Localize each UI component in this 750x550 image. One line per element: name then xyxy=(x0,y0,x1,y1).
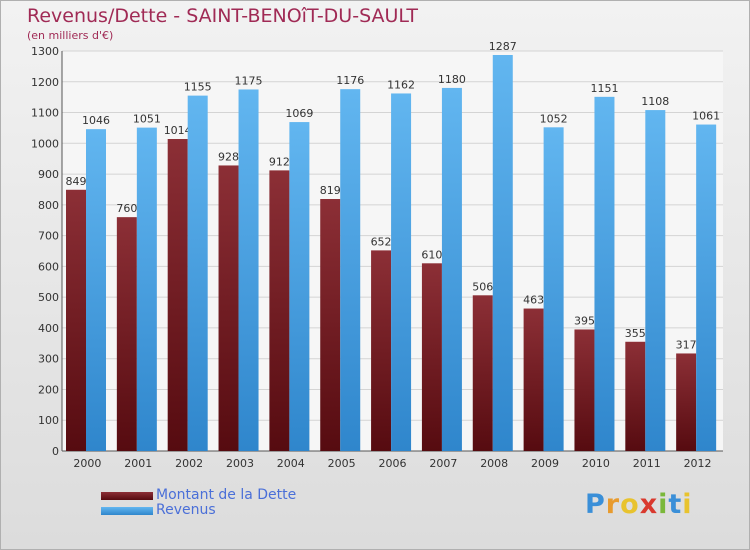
y-tick-label-1000: 1000 xyxy=(31,137,59,150)
y-tick-label-300: 300 xyxy=(38,353,59,366)
legend-swatch-revenus xyxy=(101,506,153,515)
bar-dette-2002 xyxy=(167,139,188,451)
data-label-revenus-2010: 1151 xyxy=(590,82,618,95)
legend-label-dette: Montant de la Dette xyxy=(156,487,297,503)
legend-swatch-dette xyxy=(101,491,153,500)
y-tick-label-600: 600 xyxy=(38,260,59,273)
data-label-revenus-2006: 1162 xyxy=(387,78,415,91)
bar-revenus-2005 xyxy=(340,89,361,452)
x-tick-label-2004: 2004 xyxy=(277,457,305,470)
data-label-revenus-2001: 1051 xyxy=(133,113,161,126)
bar-revenus-2007 xyxy=(441,87,462,451)
data-label-revenus-2008: 1287 xyxy=(489,40,517,53)
legend: Montant de la Dette Revenus xyxy=(101,488,296,518)
chart-subtitle: (en milliers d'€) xyxy=(27,29,114,42)
bar-dette-2005 xyxy=(320,199,341,451)
x-tick-label-2006: 2006 xyxy=(379,457,407,470)
chart-title: Revenus/Dette - SAINT-BENOîT-DU-SAULT xyxy=(27,5,418,27)
y-tick-label-100: 100 xyxy=(38,414,59,427)
y-tick-label-1100: 1100 xyxy=(31,107,59,120)
x-tick-label-2012: 2012 xyxy=(684,457,712,470)
bar-dette-2008 xyxy=(472,295,493,451)
bar-revenus-2011 xyxy=(645,110,666,452)
legend-item-revenus: Revenus xyxy=(101,503,296,518)
bar-revenus-2010 xyxy=(594,96,615,451)
data-label-revenus-2002: 1155 xyxy=(184,81,212,94)
y-tick-label-200: 200 xyxy=(38,383,59,396)
bar-dette-2007 xyxy=(421,263,442,451)
bar-dette-2000 xyxy=(66,189,86,451)
logo-letter-0: P xyxy=(585,489,606,520)
bar-dette-2010 xyxy=(574,329,595,451)
data-label-revenus-2003: 1175 xyxy=(235,74,263,87)
bar-revenus-2002 xyxy=(187,95,208,451)
x-tick-label-2002: 2002 xyxy=(175,457,203,470)
data-label-dette-2002: 1014 xyxy=(164,124,192,137)
bar-revenus-2008 xyxy=(492,55,513,451)
legend-item-dette: Montant de la Dette xyxy=(101,488,296,503)
x-tick-label-2008: 2008 xyxy=(480,457,508,470)
data-label-dette-2012: 317 xyxy=(676,338,697,351)
data-label-revenus-2012: 1061 xyxy=(692,110,720,123)
bar-dette-2006 xyxy=(371,250,392,451)
y-tick-label-700: 700 xyxy=(38,230,59,243)
y-tick-label-900: 900 xyxy=(38,168,59,181)
x-tick-label-2001: 2001 xyxy=(124,457,152,470)
data-label-dette-2000: 849 xyxy=(66,175,87,188)
logo-letter-5: t xyxy=(668,489,683,520)
logo-letter-3: x xyxy=(639,489,659,520)
data-label-dette-2010: 395 xyxy=(574,314,595,327)
x-tick-label-2011: 2011 xyxy=(633,457,661,470)
data-label-revenus-2000: 1046 xyxy=(82,114,110,127)
y-tick-label-1300: 1300 xyxy=(31,45,59,58)
bar-revenus-2003 xyxy=(238,89,259,451)
data-label-dette-2009: 463 xyxy=(523,294,544,307)
y-tick-label-500: 500 xyxy=(38,291,59,304)
x-tick-label-2005: 2005 xyxy=(328,457,356,470)
bar-revenus-2001 xyxy=(136,127,157,451)
bar-revenus-2009 xyxy=(543,127,564,452)
data-label-dette-2007: 610 xyxy=(421,248,442,261)
x-tick-label-2009: 2009 xyxy=(531,457,559,470)
data-label-dette-2005: 819 xyxy=(320,184,341,197)
bar-dette-2012 xyxy=(676,353,697,451)
y-tick-label-400: 400 xyxy=(38,322,59,335)
bar-revenus-2004 xyxy=(289,122,310,452)
legend-label-revenus: Revenus xyxy=(156,502,216,518)
data-label-revenus-2005: 1176 xyxy=(336,74,364,87)
data-label-revenus-2007: 1180 xyxy=(438,73,466,86)
data-label-dette-2004: 912 xyxy=(269,155,290,168)
bar-revenus-2006 xyxy=(391,93,412,451)
data-label-dette-2011: 355 xyxy=(625,327,646,340)
bar-dette-2003 xyxy=(218,165,239,451)
x-tick-label-2010: 2010 xyxy=(582,457,610,470)
x-tick-label-2003: 2003 xyxy=(226,457,254,470)
x-tick-label-2000: 2000 xyxy=(73,457,101,470)
logo-letter-4: i xyxy=(658,489,669,520)
x-tick-label-2007: 2007 xyxy=(429,457,457,470)
y-tick-label-800: 800 xyxy=(38,199,59,212)
logo-letter-2: o xyxy=(620,489,640,520)
bar-dette-2004 xyxy=(269,170,290,451)
logo-letter-6: i xyxy=(682,489,693,520)
bar-revenus-2012 xyxy=(696,124,717,452)
bar-dette-2001 xyxy=(116,217,137,451)
bar-dette-2011 xyxy=(625,341,646,451)
y-tick-label-0: 0 xyxy=(52,445,59,458)
data-label-revenus-2009: 1052 xyxy=(540,112,568,125)
bar-revenus-2000 xyxy=(86,129,106,451)
data-label-revenus-2011: 1108 xyxy=(641,95,669,108)
data-label-dette-2001: 760 xyxy=(116,202,137,215)
logo-letter-1: r xyxy=(605,489,621,520)
data-label-dette-2008: 506 xyxy=(472,280,493,293)
proxiti-logo: Proxiti xyxy=(585,489,693,520)
data-label-dette-2006: 652 xyxy=(371,235,392,248)
bar-dette-2009 xyxy=(523,308,544,451)
data-label-revenus-2004: 1069 xyxy=(285,107,313,120)
y-tick-label-1200: 1200 xyxy=(31,76,59,89)
data-label-dette-2003: 928 xyxy=(218,150,239,163)
